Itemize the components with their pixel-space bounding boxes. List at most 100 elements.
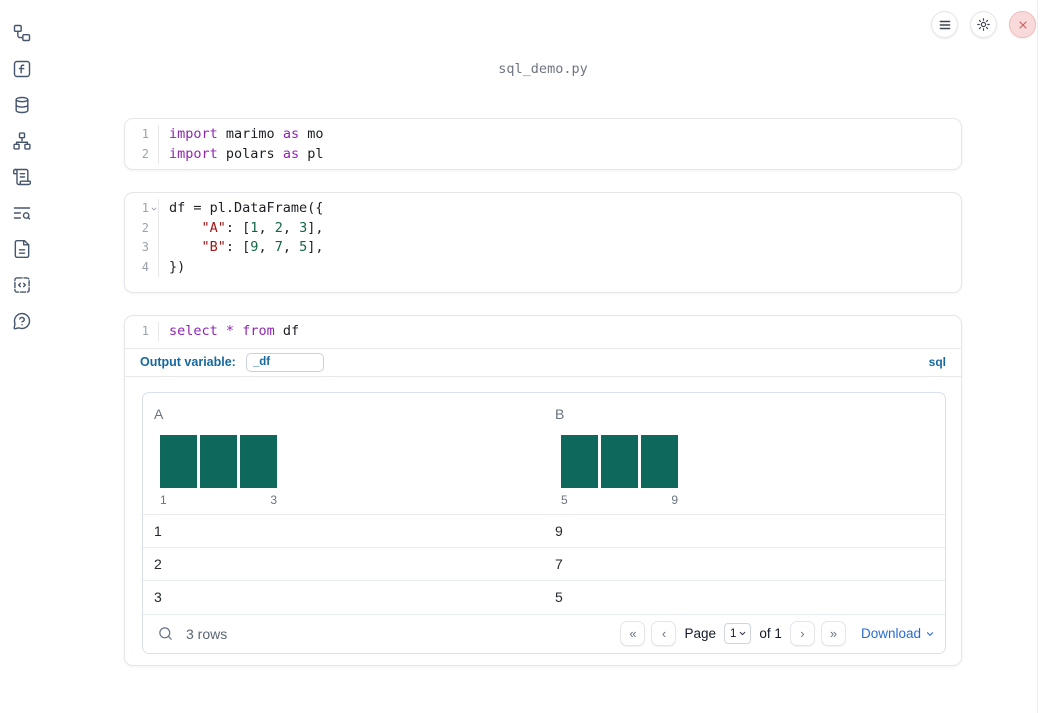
code-line: 2 "A": [1, 2, 3], bbox=[125, 218, 961, 239]
notebook-actions bbox=[931, 11, 1036, 38]
fold-gutter bbox=[149, 238, 158, 258]
prev-page-button[interactable]: ‹ bbox=[651, 621, 677, 646]
download-label: Download bbox=[860, 626, 921, 641]
code-line: 4}) bbox=[125, 257, 961, 278]
histogram-bar bbox=[160, 434, 197, 488]
histogram-bar bbox=[240, 434, 277, 488]
code-text: import polars as pl bbox=[158, 144, 961, 164]
code-line: 3 "B": [9, 7, 5], bbox=[125, 238, 961, 258]
sql-editor[interactable]: 1 select * from df bbox=[125, 316, 961, 348]
page-select[interactable]: 1 bbox=[724, 623, 752, 644]
table-cell: 5 bbox=[555, 589, 563, 605]
column-name: A bbox=[154, 405, 164, 422]
code-editor[interactable]: 1 df = pl.DataFrame({2 "A": [1, 2, 3], 3 "… bbox=[125, 193, 961, 283]
cell-sql: 1 select * from df Output variable: sql A… bbox=[124, 315, 962, 666]
dependency-graph-icon[interactable] bbox=[12, 131, 32, 151]
histogram-bar bbox=[601, 434, 638, 488]
table-cell: 9 bbox=[555, 522, 563, 539]
scratchpad-text-search-icon[interactable] bbox=[12, 203, 32, 223]
column-histogram bbox=[561, 434, 945, 488]
code-text: "B": [9, 7, 5], bbox=[158, 238, 961, 258]
table-cell: 1 bbox=[154, 522, 162, 539]
sql-language-badge[interactable]: sql bbox=[928, 355, 946, 369]
fold-gutter bbox=[149, 258, 158, 278]
file-tree-icon[interactable] bbox=[12, 23, 32, 43]
code-text: }) bbox=[158, 257, 961, 277]
page-of-label: of 1 bbox=[759, 626, 782, 641]
histogram-bar bbox=[641, 434, 678, 488]
help-chat-icon[interactable] bbox=[12, 311, 32, 331]
code-line: 1 df = pl.DataFrame({ bbox=[125, 199, 961, 219]
logs-scroll-icon[interactable] bbox=[12, 167, 32, 187]
pagination: « ‹ Page 1 of 1 › » Download bbox=[620, 621, 935, 646]
histogram-bar bbox=[200, 434, 237, 488]
fold-chevron-icon[interactable] bbox=[149, 199, 158, 219]
fold-gutter bbox=[149, 145, 158, 165]
code-editor[interactable]: 1 import marimo as mo 2 import polars as pl bbox=[125, 119, 961, 169]
column-header[interactable]: A 1 3 bbox=[143, 406, 544, 507]
table-cell: 2 bbox=[154, 555, 162, 572]
datasources-database-icon[interactable] bbox=[12, 95, 32, 115]
download-button[interactable]: Download bbox=[861, 626, 935, 641]
code-line: 2 import polars as pl bbox=[125, 144, 961, 165]
row-count: 3 rows bbox=[186, 625, 228, 642]
page-label: Page bbox=[684, 626, 717, 641]
cell-dataframe: 1 df = pl.DataFrame({2 "A": [1, 2, 3], 3 "… bbox=[124, 192, 962, 293]
line-number: 2 bbox=[141, 220, 149, 235]
output-variable-input[interactable] bbox=[245, 352, 324, 372]
line-number: 1 bbox=[141, 201, 149, 215]
line-number: 2 bbox=[141, 146, 149, 161]
code-line: 1 select * from df bbox=[125, 322, 961, 342]
first-page-button[interactable]: « bbox=[620, 621, 646, 646]
close-x-icon[interactable] bbox=[1009, 11, 1036, 38]
fold-gutter bbox=[149, 322, 158, 342]
code-text: "A": [1, 2, 3], bbox=[158, 218, 961, 238]
column-histogram bbox=[160, 434, 544, 488]
output-variable-label: Output variable: bbox=[140, 355, 236, 369]
notebook-filename[interactable]: sql_demo.py bbox=[498, 61, 588, 77]
search-icon[interactable] bbox=[153, 622, 177, 646]
snippets-code-icon[interactable] bbox=[12, 275, 32, 295]
histogram-bar bbox=[561, 434, 598, 488]
code-line: 1 import marimo as mo bbox=[125, 125, 961, 145]
line-number: 3 bbox=[141, 240, 149, 254]
code-text: df = pl.DataFrame({ bbox=[158, 199, 961, 219]
table-footer: 3 rows « ‹ Page 1 of 1 › » Downloa bbox=[143, 613, 945, 653]
page-select-value: 1 bbox=[730, 627, 737, 640]
line-number: 1 bbox=[141, 324, 149, 338]
code-text: import marimo as mo bbox=[158, 125, 961, 145]
histogram-max-label: 3 bbox=[270, 492, 277, 507]
table-cell: 7 bbox=[555, 555, 563, 572]
viewport-edge-divider bbox=[1037, 0, 1038, 713]
next-page-button[interactable]: › bbox=[789, 621, 815, 646]
line-number: 4 bbox=[141, 259, 149, 274]
gear-icon[interactable] bbox=[970, 11, 997, 38]
last-page-button[interactable]: » bbox=[820, 621, 846, 646]
histogram-min-label: 1 bbox=[160, 492, 167, 507]
fold-gutter bbox=[149, 125, 158, 145]
helper-sidebar bbox=[0, 0, 44, 713]
histogram-min-label: 5 bbox=[561, 492, 568, 507]
cell-imports: 1 import marimo as mo 2 import polars as pl bbox=[124, 118, 962, 170]
line-number: 1 bbox=[141, 127, 149, 141]
documentation-file-icon[interactable] bbox=[12, 239, 32, 259]
variables-function-icon[interactable] bbox=[12, 59, 32, 79]
chevron-down-icon bbox=[926, 631, 934, 636]
fold-gutter bbox=[149, 219, 158, 239]
code-text: select * from df bbox=[158, 322, 961, 342]
table-cell: 3 bbox=[154, 589, 162, 605]
column-name: B bbox=[555, 405, 565, 422]
sql-cell-footer: Output variable: sql bbox=[125, 347, 961, 376]
chevron-down-icon bbox=[740, 631, 746, 636]
hamburger-menu-icon[interactable] bbox=[931, 11, 958, 38]
histogram-max-label: 9 bbox=[671, 492, 678, 507]
